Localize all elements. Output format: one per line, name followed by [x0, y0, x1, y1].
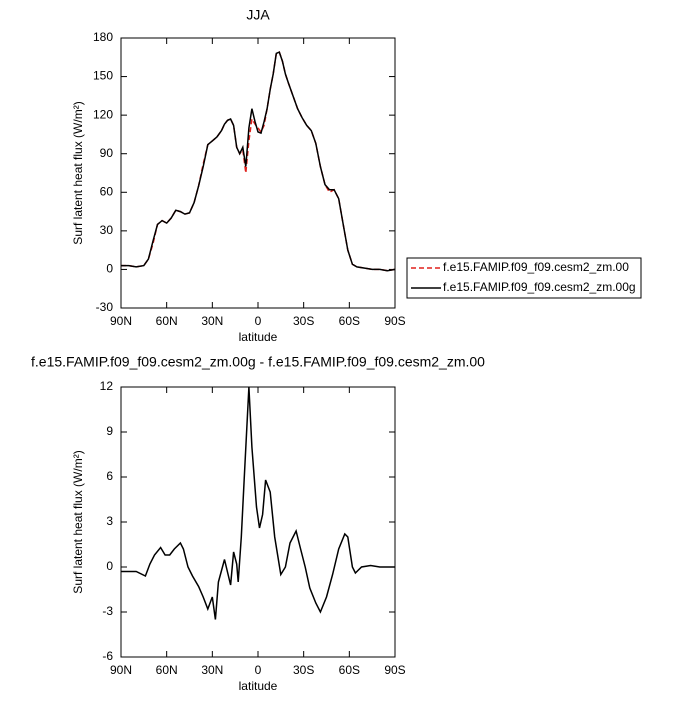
- x-tick-label: 60S: [339, 314, 360, 328]
- y-tick-label: -30: [96, 300, 114, 314]
- x-tick-label: 60N: [156, 663, 178, 677]
- y-tick-label: 120: [93, 107, 113, 121]
- y-tick-label: 90: [100, 146, 114, 160]
- plot-frame: [120, 386, 396, 658]
- y-tick-label: 180: [93, 30, 113, 44]
- legend-box: [406, 257, 642, 299]
- x-tick-label: 0: [255, 663, 262, 677]
- y-axis-label: Surf latent heat flux (W/m²): [71, 101, 85, 244]
- plot-frame: [120, 37, 396, 309]
- x-tick-label: 30S: [293, 663, 314, 677]
- x-tick-label: 60N: [156, 314, 178, 328]
- y-tick-label: 0: [106, 262, 113, 276]
- y-tick-label: 0: [106, 559, 113, 573]
- x-tick-label: 30N: [201, 663, 223, 677]
- data-line: [121, 51, 396, 272]
- x-tick-label: 90S: [384, 314, 405, 328]
- y-tick-label: 150: [93, 69, 113, 83]
- x-tick-label: 90N: [110, 663, 132, 677]
- chart-title: JJA: [246, 7, 270, 23]
- y-tick-label: 3: [106, 514, 113, 528]
- y-tick-label: 6: [106, 469, 113, 483]
- x-tick-label: 30N: [201, 314, 223, 328]
- x-tick-label: 30S: [293, 314, 314, 328]
- y-axis-label: Surf latent heat flux (W/m²): [71, 450, 85, 593]
- x-tick-label: 60S: [339, 663, 360, 677]
- x-tick-label: 0: [255, 314, 262, 328]
- data-line: [121, 51, 396, 272]
- y-tick-label: 60: [100, 184, 114, 198]
- y-tick-label: -3: [102, 604, 113, 618]
- x-tick-label: 90S: [384, 663, 405, 677]
- x-tick-label: 90N: [110, 314, 132, 328]
- legend-label: f.e15.FAMIP.f09_f09.cesm2_zm.00g: [443, 280, 636, 294]
- chart-title: f.e15.FAMIP.f09_f09.cesm2_zm.00g - f.e15…: [31, 354, 485, 370]
- data-line: [121, 386, 395, 620]
- legend-label: f.e15.FAMIP.f09_f09.cesm2_zm.00: [443, 260, 629, 274]
- y-tick-label: -6: [102, 649, 113, 663]
- y-tick-label: 12: [100, 379, 114, 393]
- y-tick-label: 9: [106, 424, 113, 438]
- x-axis-label: latitude: [239, 330, 278, 344]
- x-axis-label: latitude: [239, 679, 278, 693]
- y-tick-label: 30: [100, 223, 114, 237]
